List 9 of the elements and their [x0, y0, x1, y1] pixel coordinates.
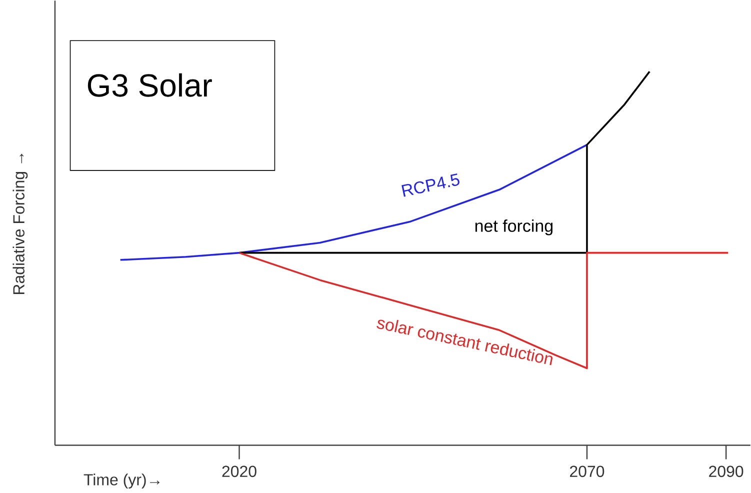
x-tick-label: 2020 — [222, 466, 256, 477]
text: solar constant reduction — [376, 320, 552, 366]
x-tick-label: 2090 — [709, 466, 744, 477]
series-label: net forcing — [475, 219, 552, 236]
x-axis-title: Time (yr)→ — [84, 474, 160, 488]
chart-title: G3 Solar — [88, 73, 212, 97]
text: RCP4.5 — [402, 173, 460, 197]
y-axis-title: Radiative Forcing → — [12, 154, 28, 294]
x-tick-label: 2070 — [570, 466, 604, 477]
